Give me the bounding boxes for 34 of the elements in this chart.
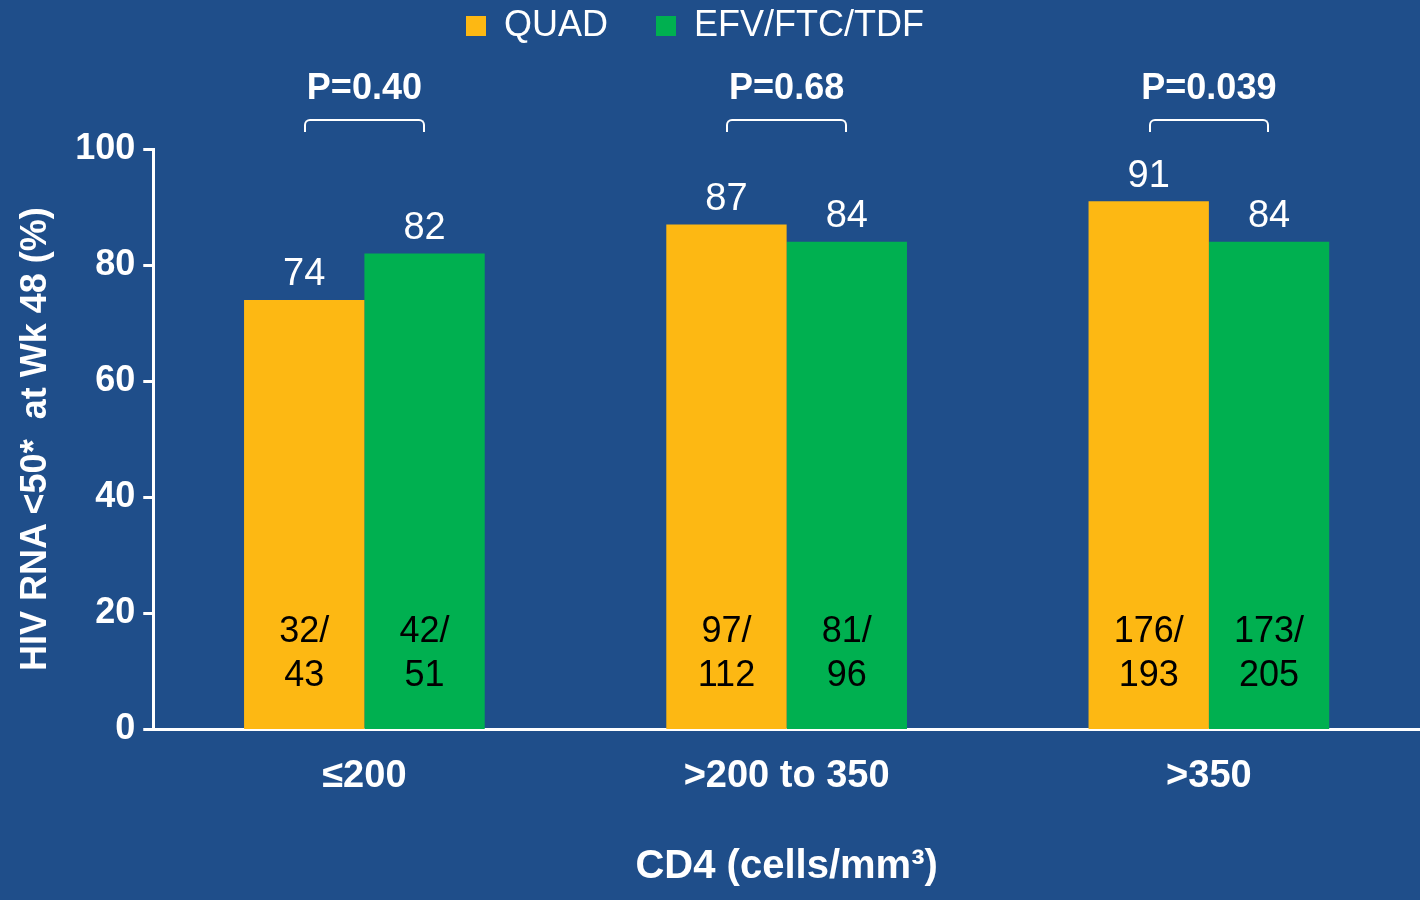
bar (1208, 241, 1330, 729)
legend-label: QUAD (504, 2, 649, 44)
data-label: 82 (403, 204, 446, 247)
data-label: 87 (705, 175, 748, 218)
bar (244, 299, 365, 729)
bar (786, 241, 907, 729)
data-label: 84 (1247, 193, 1291, 236)
y-tick-label: 20 (95, 590, 136, 632)
x-tick-label: >200 to 350 (683, 752, 890, 795)
y-tick-label: 40 (95, 474, 136, 516)
x-axis-title: CD4 (cells/mm³) (635, 842, 938, 887)
text: P=0.68 (729, 66, 845, 107)
data-label: 74 (283, 251, 326, 294)
y-axis-title: HIV RNA <50* at Wk 48 (%) (12, 207, 54, 672)
y-tick-label: 0 (115, 706, 136, 748)
data-label: 84 (825, 193, 868, 236)
x-tick-label: ≤200 (322, 752, 407, 795)
annotation: 173/205 (1234, 608, 1305, 694)
annotation: 97/112 (697, 608, 756, 694)
bar (1088, 201, 1209, 729)
legend-label: EFV/FTC/TDF (694, 2, 964, 44)
annotation: 32/43 (279, 608, 330, 694)
annotation: 176/193 (1113, 608, 1184, 694)
bar (364, 253, 485, 729)
y-tick-label: 100 (75, 125, 136, 167)
text: P=0.40 (306, 66, 422, 107)
y-tick-label: 60 (95, 358, 136, 400)
text: P=0.039 (1141, 66, 1277, 107)
annotation: 42/51 (399, 608, 450, 694)
x-tick-label: >350 (1166, 752, 1252, 795)
annotation: 81/96 (821, 608, 872, 694)
bar (666, 224, 787, 729)
data-label: 91 (1127, 152, 1170, 195)
y-tick-label: 80 (95, 242, 136, 283)
